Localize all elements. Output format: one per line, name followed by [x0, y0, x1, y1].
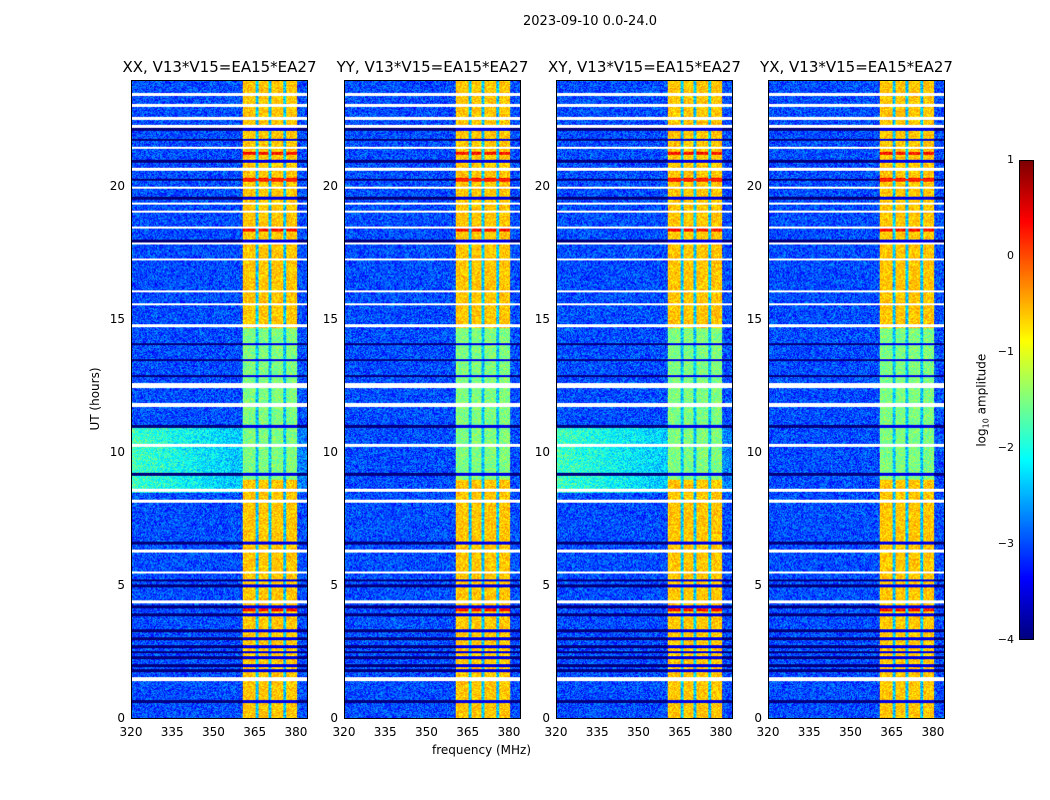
y-tick-label: 0 [117, 711, 125, 725]
y-tick-label: 10 [109, 444, 125, 459]
x-tick-label: 380 [284, 725, 308, 739]
spectrogram-heatmap [131, 80, 308, 719]
y-tick-label: 15 [534, 311, 550, 326]
y-tick-label: 20 [109, 178, 125, 193]
colorbar-tick-label: −1 [997, 345, 1014, 358]
y-tick-label: 10 [534, 444, 550, 459]
spectrogram-heatmap [556, 80, 733, 719]
y-tick-label: 20 [534, 178, 550, 193]
y-tick-label: 10 [746, 444, 762, 459]
x-tick-label: 335 [585, 725, 609, 739]
x-tick-label: 350 [202, 725, 225, 739]
y-axis-label: UT (hours) [88, 367, 102, 431]
x-tick-label: 365 [668, 725, 692, 739]
panel-2: YY, V13*V15=EA15*EA27 320 335 350 365 380 0 5 10… [323, 58, 529, 739]
x-tick-label: 365 [456, 725, 480, 739]
x-tick-label: 365 [880, 725, 904, 739]
y-tick-label: 5 [542, 577, 550, 592]
spectrogram-heatmap [768, 80, 945, 719]
panel-title: XY, V13*V15=EA15*EA27 [548, 58, 741, 76]
spectrogram-heatmap [344, 80, 521, 719]
panel-title: YX, V13*V15=EA15*EA27 [760, 58, 953, 76]
x-tick-label: 320 [332, 725, 356, 739]
x-tick-label: 350 [627, 725, 650, 739]
x-tick-label: 335 [160, 725, 184, 739]
colorbar-tick-label: 1 [1007, 153, 1014, 166]
x-tick-label: 365 [243, 725, 267, 739]
y-tick-label: 0 [542, 711, 550, 725]
colorbar-tick-label: −3 [997, 537, 1014, 550]
y-tick-label: 15 [746, 311, 762, 326]
y-tick-label: 5 [117, 577, 125, 592]
y-tick-label: 5 [330, 577, 338, 592]
x-tick-label: 320 [119, 725, 143, 739]
y-tick-label: 20 [322, 178, 338, 193]
panel-1: XX, V13*V15=EA15*EA27 320 335 350 365 380 0 5 10… [110, 58, 317, 739]
y-tick-label: 5 [754, 577, 762, 592]
x-tick-label: 350 [415, 725, 438, 739]
x-tick-label: 380 [921, 725, 945, 739]
panel-title: YY, V13*V15=EA15*EA27 [336, 58, 529, 76]
y-tick-label: 20 [746, 178, 762, 193]
colorbar-tick-label: 0 [1007, 249, 1014, 262]
panel-4: YX, V13*V15=EA15*EA27 320 335 350 365 380 0 5 10… [747, 58, 953, 739]
x-tick-label: 380 [497, 725, 521, 739]
panel-title: XX, V13*V15=EA15*EA27 [122, 58, 317, 76]
y-tick-label: 15 [109, 311, 125, 326]
colorbar [1019, 160, 1034, 640]
x-tick-label: 350 [839, 725, 862, 739]
x-tick-label: 320 [544, 725, 568, 739]
x-tick-label: 335 [797, 725, 821, 739]
colorbar-tick-label: −2 [997, 441, 1014, 454]
figure-title: 2023-09-10 0.0-24.0 [523, 14, 657, 29]
x-tick-label: 335 [373, 725, 397, 739]
y-tick-label: 10 [322, 444, 338, 459]
y-tick-label: 0 [754, 711, 762, 725]
x-axis-label: frequency (MHz) [432, 743, 532, 757]
x-tick-label: 380 [709, 725, 733, 739]
x-tick-label: 320 [756, 725, 780, 739]
colorbar-tick-label: −4 [997, 633, 1014, 646]
colorbar-label: log10 amplitude [974, 353, 991, 447]
y-tick-label: 15 [322, 311, 338, 326]
y-tick-label: 0 [330, 711, 338, 725]
panel-3: XY, V13*V15=EA15*EA27 320 335 350 365 380 0 5 10… [535, 58, 741, 739]
